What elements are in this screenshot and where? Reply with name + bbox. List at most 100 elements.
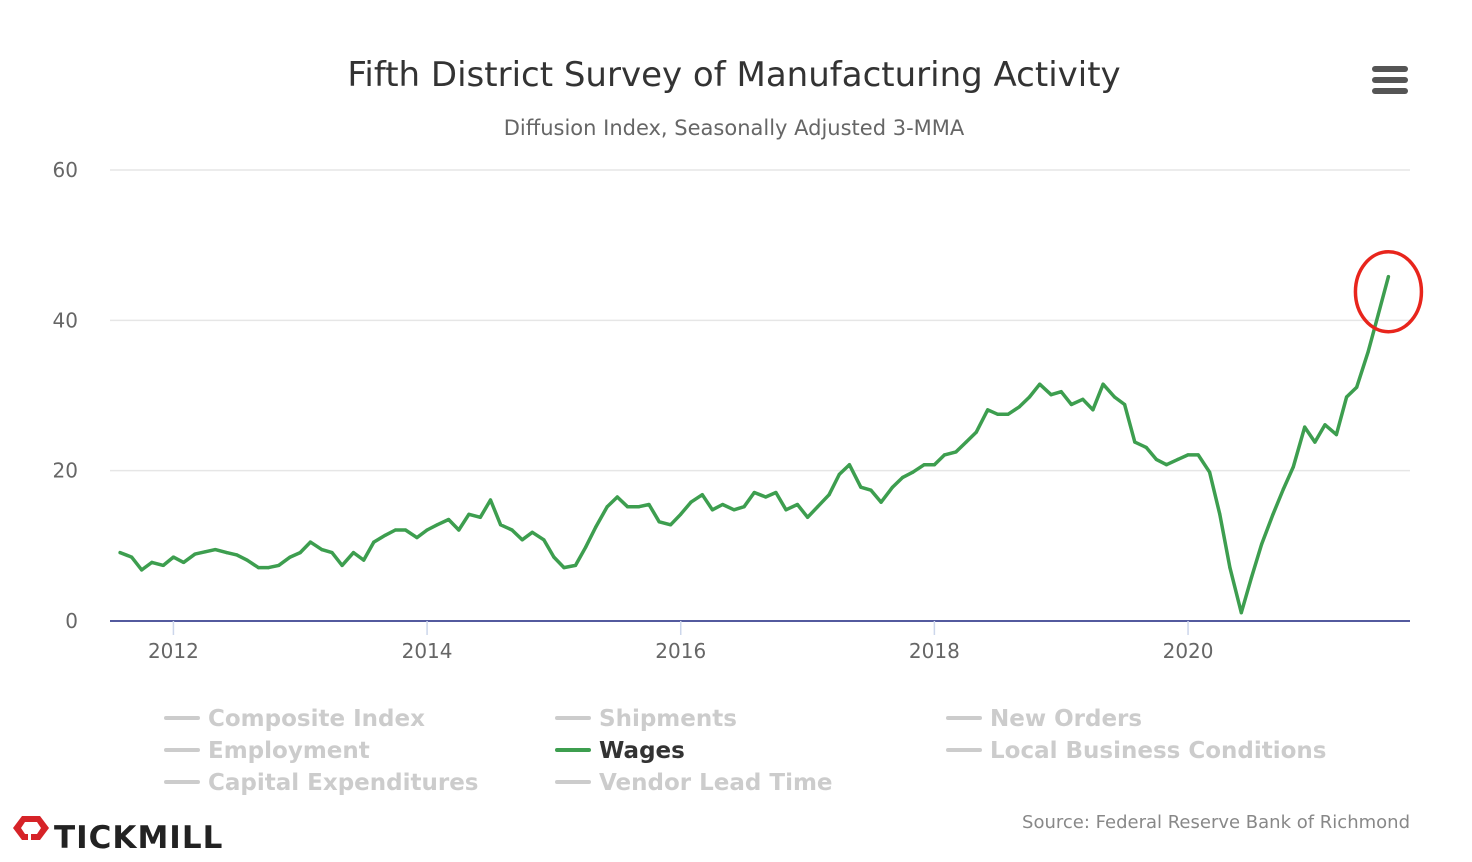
data-point[interactable] — [827, 493, 831, 497]
data-point[interactable] — [774, 490, 778, 495]
data-point[interactable] — [1334, 433, 1338, 437]
data-point[interactable] — [1154, 457, 1158, 461]
data-point[interactable] — [689, 500, 693, 504]
data-point[interactable] — [193, 552, 197, 556]
data-point[interactable] — [1249, 575, 1254, 580]
data-point[interactable] — [679, 512, 683, 516]
data-point[interactable] — [1239, 611, 1243, 615]
data-point[interactable] — [922, 463, 926, 467]
data-point[interactable] — [1091, 408, 1095, 412]
data-point[interactable] — [118, 551, 122, 555]
data-point[interactable] — [415, 536, 419, 540]
legend-item-vendor-lead-time[interactable]: Vendor Lead Time — [555, 770, 833, 796]
hamburger-menu-icon[interactable] — [1372, 66, 1408, 94]
data-point[interactable] — [362, 558, 366, 562]
data-point[interactable] — [942, 453, 947, 457]
data-point[interactable] — [647, 502, 651, 507]
data-point[interactable] — [213, 548, 217, 552]
data-point[interactable] — [1355, 385, 1359, 389]
legend-item-new-orders[interactable]: New Orders — [946, 706, 1142, 732]
data-point[interactable] — [1017, 405, 1022, 409]
data-point[interactable] — [637, 505, 641, 509]
data-point[interactable] — [225, 551, 229, 555]
data-point[interactable] — [150, 560, 154, 565]
data-point[interactable] — [140, 568, 144, 572]
data-point[interactable] — [1069, 402, 1073, 407]
data-point[interactable] — [752, 490, 756, 495]
data-point[interactable] — [1386, 275, 1390, 279]
data-point[interactable] — [837, 472, 841, 476]
data-point[interactable] — [615, 495, 619, 499]
data-point[interactable] — [584, 545, 588, 549]
data-point[interactable] — [161, 563, 165, 568]
data-point[interactable] — [700, 493, 704, 497]
data-point[interactable] — [859, 485, 863, 489]
data-point[interactable] — [1164, 463, 1169, 467]
data-point[interactable] — [403, 528, 408, 532]
data-point[interactable] — [806, 515, 810, 519]
data-point[interactable] — [1038, 382, 1042, 386]
data-point[interactable] — [530, 530, 534, 534]
source-credit[interactable]: Source: Federal Reserve Bank of Richmond — [1022, 812, 1410, 833]
legend-item-shipments[interactable]: Shipments — [555, 706, 737, 732]
data-point[interactable] — [669, 523, 673, 527]
data-point[interactable] — [1281, 487, 1285, 492]
data-point[interactable] — [1196, 453, 1200, 457]
data-point[interactable] — [203, 550, 207, 554]
data-point[interactable] — [520, 538, 524, 542]
data-point[interactable] — [393, 528, 397, 532]
data-point[interactable] — [879, 500, 883, 504]
data-point[interactable] — [171, 555, 175, 559]
data-point[interactable] — [182, 560, 186, 565]
legend-item-capital-expenditures[interactable]: Capital Expenditures — [164, 770, 479, 796]
data-point[interactable] — [266, 566, 271, 570]
data-point[interactable] — [372, 540, 376, 544]
data-point[interactable] — [1313, 440, 1317, 444]
data-point[interactable] — [1366, 350, 1370, 354]
data-point[interactable] — [457, 528, 461, 532]
legend-item-employment[interactable]: Employment — [164, 738, 370, 764]
legend-item-composite-index[interactable]: Composite Index — [164, 706, 425, 732]
data-point[interactable] — [425, 528, 429, 532]
data-point[interactable] — [795, 502, 800, 507]
data-point[interactable] — [764, 495, 768, 499]
data-point[interactable] — [1049, 393, 1053, 397]
data-point[interactable] — [320, 548, 324, 552]
data-point[interactable] — [330, 551, 334, 555]
data-point[interactable] — [288, 555, 292, 559]
data-point[interactable] — [911, 470, 915, 474]
data-point[interactable] — [552, 555, 556, 559]
data-point[interactable] — [869, 488, 873, 492]
series-line-wages[interactable] — [118, 274, 1391, 615]
data-point[interactable] — [277, 563, 281, 568]
data-point[interactable] — [732, 508, 736, 512]
data-point[interactable] — [1133, 440, 1137, 444]
data-point[interactable] — [499, 523, 503, 527]
data-point[interactable] — [1218, 512, 1222, 516]
data-point[interactable] — [784, 508, 788, 512]
data-point[interactable] — [721, 502, 725, 507]
data-point[interactable] — [1208, 470, 1212, 474]
data-point[interactable] — [130, 555, 134, 559]
data-point[interactable] — [435, 523, 439, 527]
data-point[interactable] — [1101, 382, 1105, 386]
data-point[interactable] — [510, 528, 514, 532]
data-point[interactable] — [308, 540, 312, 544]
data-point[interactable] — [542, 538, 546, 542]
data-point[interactable] — [890, 485, 895, 489]
data-point[interactable] — [245, 558, 249, 562]
legend-item-wages[interactable]: Wages — [555, 738, 685, 764]
data-point[interactable] — [901, 475, 905, 479]
data-point[interactable] — [562, 566, 566, 570]
data-point[interactable] — [573, 563, 578, 568]
data-point[interactable] — [1006, 412, 1010, 416]
data-point[interactable] — [447, 517, 451, 522]
data-point[interactable] — [847, 463, 852, 467]
data-point[interactable] — [478, 515, 482, 519]
legend-item-local-business-conditions[interactable]: Local Business Conditions — [946, 738, 1327, 764]
data-point[interactable] — [964, 440, 968, 444]
data-point[interactable] — [1260, 542, 1264, 546]
data-point[interactable] — [932, 463, 937, 467]
data-point[interactable] — [1323, 423, 1327, 427]
data-point[interactable] — [488, 498, 493, 502]
